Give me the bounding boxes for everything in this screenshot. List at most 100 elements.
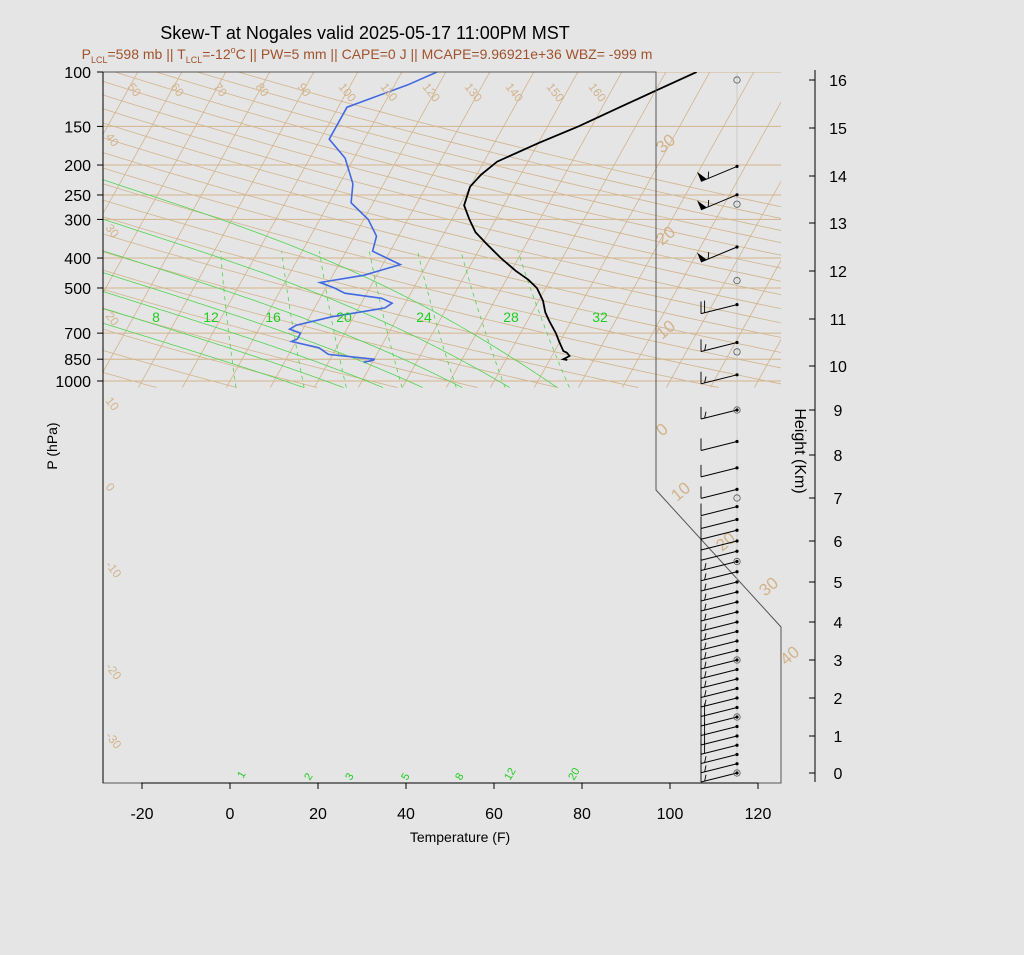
barb-shaft [701, 166, 737, 181]
barb-feather [705, 643, 706, 649]
dry-adiabat [115, 72, 1024, 388]
wind-barb [701, 609, 739, 621]
moist-adiabat [0, 107, 557, 387]
height-tick-label: 4 [834, 615, 843, 632]
barb-dot [735, 687, 738, 690]
barb-dot [735, 725, 738, 728]
wind-barb [697, 245, 739, 262]
isotherm-label: -30 [103, 729, 125, 752]
barb-shaft [701, 717, 737, 726]
y-tick-label: 1000 [55, 374, 91, 391]
isotherm [666, 65, 845, 387]
y-tick-label: 850 [64, 352, 91, 369]
barb-dot [735, 762, 738, 765]
barb-shaft [701, 375, 737, 384]
barb-dot [735, 560, 738, 563]
y-tick-label: 300 [64, 212, 91, 229]
wind-barb [701, 516, 739, 528]
wind-barb [701, 628, 739, 640]
isotherm-label: 130 [462, 80, 486, 105]
theta-e-label: 32 [592, 309, 608, 325]
barb-dot [735, 677, 738, 680]
x-tick-label: 20 [309, 806, 327, 823]
wind-barb [701, 599, 739, 611]
height-tick-label: 0 [834, 766, 843, 783]
isotherm [974, 65, 1024, 387]
dry-adiabat [197, 72, 1024, 388]
wind-barb [701, 407, 739, 419]
height-tick-label: 13 [829, 216, 847, 233]
y-tick-label: 500 [64, 281, 91, 298]
adiabat-label: 40 [776, 642, 803, 669]
y-tick-label: 100 [64, 65, 91, 82]
isotherm-label: 110 [378, 80, 401, 104]
barb-shaft [701, 670, 737, 679]
barb-feather [705, 594, 706, 600]
wind-barb [701, 372, 739, 384]
height-tick-label: 6 [834, 534, 843, 551]
wind-barb [697, 165, 739, 182]
x-tick-label: 0 [226, 806, 235, 823]
wind-barb [701, 579, 739, 591]
theta-e-label: 20 [336, 309, 352, 325]
barb-shaft [701, 489, 737, 498]
x-tick-label: 60 [485, 806, 503, 823]
barb-dot [735, 518, 738, 521]
wind-barb [701, 339, 739, 351]
barb-feather [705, 700, 706, 706]
height-tick-label: 14 [829, 169, 847, 186]
barb-shaft [701, 698, 737, 707]
height-tick-label: 5 [834, 575, 843, 592]
barb-dot [735, 408, 738, 411]
barb-shaft [701, 582, 737, 591]
x-tick-label: 120 [745, 806, 772, 823]
barb-shaft [701, 592, 737, 601]
wind-barb [701, 695, 739, 707]
barb-dot [735, 165, 738, 168]
barb-feather [705, 614, 706, 620]
barb-dot [735, 570, 738, 573]
x-tick-label: 40 [397, 806, 415, 823]
barb-dot [735, 734, 738, 737]
moist-adiabat [0, 217, 343, 387]
barb-shaft [701, 708, 737, 717]
barb-shaft [701, 572, 737, 581]
isotherm-label: 20 [103, 309, 122, 328]
barb-dot [735, 466, 738, 469]
wind-barb [701, 619, 739, 631]
wind-barb [701, 685, 739, 697]
barb-dot [735, 245, 738, 248]
isotherm-label: -10 [103, 558, 125, 581]
wind-barb [701, 676, 739, 688]
wind-barb [701, 486, 739, 498]
barb-shaft [701, 736, 737, 745]
barb-dot [735, 771, 738, 774]
barb-shaft [701, 727, 737, 736]
barb-feather [705, 652, 706, 658]
barb-dot [735, 193, 738, 196]
dry-adiabat [0, 72, 1024, 388]
barb-shaft [701, 562, 737, 571]
theta-e-label: 8 [152, 309, 160, 325]
barb-feather [705, 681, 706, 687]
barb-dot [735, 649, 738, 652]
isotherm [886, 65, 1024, 387]
isotherm-label: 70 [211, 80, 230, 99]
barb-shaft [701, 641, 737, 650]
isotherm [138, 65, 317, 387]
mixing-ratio-label: 8 [453, 771, 466, 782]
height-axis-label: Height (Km) [791, 408, 808, 493]
isotherm [94, 65, 273, 387]
adiabat-label: 30 [755, 573, 782, 600]
y-tick-label: 150 [64, 119, 91, 136]
isotherm [930, 65, 1024, 387]
y-tick-label: 200 [64, 158, 91, 175]
theta-e-label: 12 [203, 309, 219, 325]
barb-dot [735, 440, 738, 443]
isotherm-label: 60 [168, 80, 187, 99]
height-tick-label: 8 [834, 448, 843, 465]
barb-dot [735, 620, 738, 623]
barb-shaft [701, 442, 737, 451]
height-tick-label: 1 [834, 729, 843, 746]
